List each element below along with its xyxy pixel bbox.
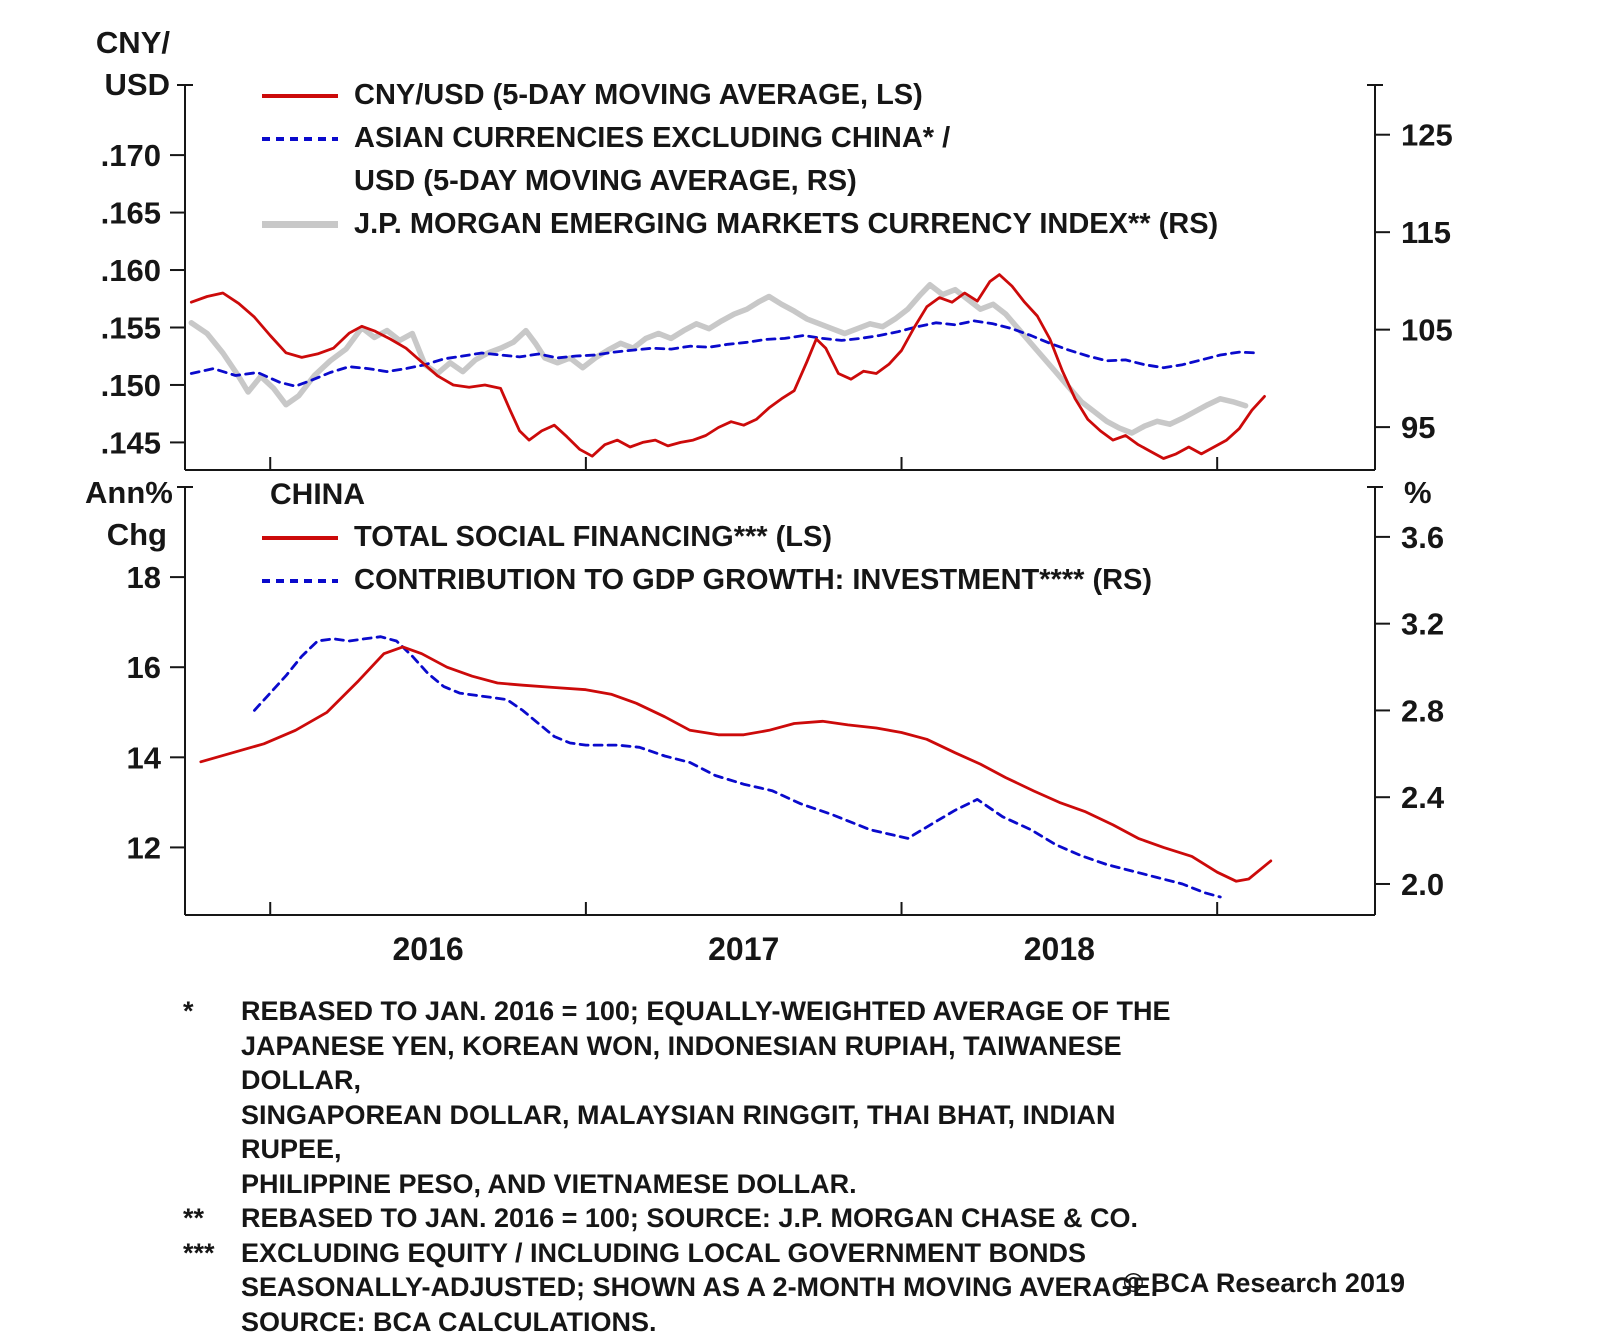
axis-title-line: Chg [106,517,167,552]
gdp-investment-line [252,635,1222,899]
blue-dashed-line-sample [262,137,338,141]
footnote-text: REBASED TO JAN. 2016 = 100; EQUALLY-WEIG… [241,994,1223,1201]
top-left-tick-label: .150 [101,368,161,403]
jpm-emci-line [188,282,1249,436]
asian-currencies-line [189,319,1260,388]
bottom-legend-title: CHINA [270,478,365,511]
top-right-tick-label: 125 [1401,118,1453,153]
blue-dashed-line-sample [262,579,338,583]
top-left-axis-title: CNY/ USD [88,22,170,106]
bottom-right-axis-title: % [1404,472,1474,514]
footnote-line: SOURCE: BCA CALCULATIONS. [241,1306,657,1334]
bottom-panel-legend: CHINA TOTAL SOCIAL FINANCING*** (LS) CON… [262,474,1152,602]
legend-row-tsf: TOTAL SOCIAL FINANCING*** (LS) [262,516,1152,559]
bottom-right-tick-label: 3.2 [1401,607,1444,642]
bottom-right-tick-label: 3.6 [1401,520,1444,555]
bottom-left-axis-title: Ann% Chg [85,472,173,556]
footnote-marker: *** [183,1237,215,1268]
red-solid-line-sample [262,94,338,98]
legend-row-gdp-investment: CONTRIBUTION TO GDP GROWTH: INVESTMENT**… [262,559,1152,602]
tsf-line [199,645,1273,883]
top-left-tick-label: .165 [101,196,161,231]
legend-label-cny-usd: CNY/USD (5-DAY MOVING AVERAGE, LS) [354,79,923,111]
top-left-tick-label: .145 [101,425,161,460]
footnote-line: JAPANESE YEN, KOREAN WON, INDONESIAN RUP… [241,1030,1122,1096]
top-left-tick-label: .155 [101,310,161,345]
top-left-tick-label: .160 [101,253,161,288]
footnote-1: * REBASED TO JAN. 2016 = 100; EQUALLY-WE… [183,994,1223,1201]
bottom-left-tick-label: 14 [127,740,162,775]
legend-row-asian-currencies: ASIAN CURRENCIES EXCLUDING CHINA* / USD … [262,117,1218,203]
footnote-line: REBASED TO JAN. 2016 = 100; EQUALLY-WEIG… [241,996,1171,1026]
footnote-2: ** REBASED TO JAN. 2016 = 100; SOURCE: J… [183,1201,1223,1236]
bottom-left-tick-label: 12 [127,830,161,865]
footnote-line: PHILIPPINE PESO, AND VIETNAMESE DOLLAR. [241,1168,857,1199]
legend-row-jpm-emci: J.P. MORGAN EMERGING MARKETS CURRENCY IN… [262,203,1218,246]
x-tick-label: 2018 [1024,931,1095,967]
bottom-left-tick-label: 16 [127,650,161,685]
footnote-3: *** EXCLUDING EQUITY / INCLUDING LOCAL G… [183,1236,1223,1334]
red-solid-line-sample [262,536,338,540]
footnote-line: SEASONALLY-ADJUSTED; SHOWN AS A 2-MONTH … [241,1272,1159,1302]
bottom-right-tick-label: 2.0 [1401,867,1444,902]
bottom-right-tick-label: 2.4 [1401,780,1445,815]
top-left-tick-label: .170 [101,138,161,173]
copyright-notice: © BCA Research 2019 [1123,1268,1405,1298]
legend-label-tsf: TOTAL SOCIAL FINANCING*** (LS) [354,521,832,553]
top-right-tick-label: 115 [1401,215,1451,250]
x-tick-label: 2016 [392,931,463,967]
axis-title-line: % [1404,475,1432,510]
legend-label-gdp-investment: CONTRIBUTION TO GDP GROWTH: INVESTMENT**… [354,564,1153,596]
cny-usd-line [189,273,1266,460]
footnote-marker: * [183,996,194,1026]
axis-title-line: Ann% [85,475,173,510]
footnote-line: REBASED TO JAN. 2016 = 100; SOURCE: J.P.… [241,1203,1138,1233]
top-right-tick-label: 105 [1401,313,1453,348]
top-right-tick-label: 95 [1401,410,1435,445]
axis-title-line: CNY/ [95,25,170,60]
axis-title-line: USD [104,67,170,102]
bottom-left-tick-label: 18 [127,560,161,595]
top-panel-legend: CNY/USD (5-DAY MOVING AVERAGE, LS) ASIAN… [262,74,1218,246]
legend-label-line-2: USD (5-DAY MOVING AVERAGE, RS) [354,165,857,197]
footnote-text: REBASED TO JAN. 2016 = 100; SOURCE: J.P.… [241,1201,1223,1236]
bottom-right-tick-label: 2.8 [1401,693,1444,728]
legend-label-asian-currencies: ASIAN CURRENCIES EXCLUDING CHINA* / USD … [354,117,950,203]
footnote-marker: ** [183,1203,205,1233]
x-tick-label: 2017 [708,931,779,967]
legend-label-line-1: ASIAN CURRENCIES EXCLUDING CHINA* / [354,122,951,154]
footnote-line: SINGAPOREAN DOLLAR, MALAYSIAN RINGGIT, T… [241,1099,1116,1165]
legend-row-cny-usd: CNY/USD (5-DAY MOVING AVERAGE, LS) [262,74,1218,117]
footnote-text: EXCLUDING EQUITY / INCLUDING LOCAL GOVER… [241,1236,1223,1334]
legend-label-jpm-emci: J.P. MORGAN EMERGING MARKETS CURRENCY IN… [354,208,1219,240]
footnote-line: EXCLUDING EQUITY / INCLUDING LOCAL GOVER… [241,1237,1087,1268]
footnotes: * REBASED TO JAN. 2016 = 100; EQUALLY-WE… [183,994,1223,1334]
gray-solid-line-sample [262,221,338,228]
